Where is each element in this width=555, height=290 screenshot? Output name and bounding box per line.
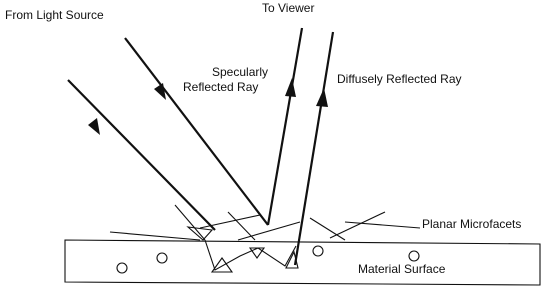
rays [68,28,333,265]
label: Diffusely Reflected Ray [337,72,462,86]
facet [175,205,205,240]
particle [117,263,127,273]
arrowhead [154,83,166,100]
diffuse-ray [295,32,333,265]
particle [313,246,323,256]
facet [310,218,345,240]
scatter-path [205,240,296,270]
arrowhead [88,118,100,135]
arrowhead [316,88,328,107]
label: Reflected Ray [183,80,258,94]
label: Specularly [212,65,268,79]
specular-ray [268,28,302,225]
facet [200,215,260,228]
label: Planar Microfacets [422,217,521,231]
label: To Viewer [262,1,314,15]
facet [110,232,200,240]
particle [409,251,419,261]
label: From Light Source [5,8,104,22]
particle [157,253,167,263]
diagram: From Light Source To Viewer Specularly R… [0,0,555,290]
label: Material Surface [358,262,446,276]
arrowhead [285,78,296,97]
particle [250,248,264,258]
material-block [65,240,540,285]
incident-ray [68,80,215,230]
